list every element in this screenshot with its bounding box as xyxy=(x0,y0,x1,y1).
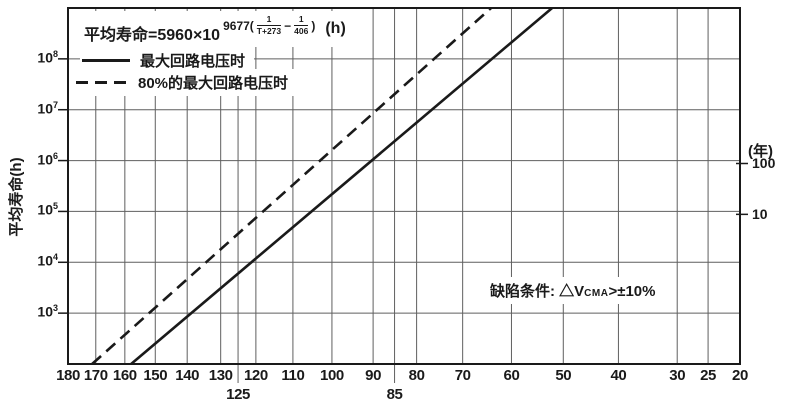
legend-label-80pct-voltage: 80%的最大回路电压时 xyxy=(138,75,289,92)
y-axis-title: 平均寿命(h) xyxy=(8,157,25,237)
formula-exponent: 9677( 1 T+273 − 1 406 ) xyxy=(223,14,316,36)
fraction-1-over-T-plus-273: 1 T+273 xyxy=(256,14,282,36)
plot-border xyxy=(67,7,741,365)
failure-criterion-note: 缺陷条件: △VCMA>±10% xyxy=(482,277,664,304)
series-line-max-voltage xyxy=(130,7,553,365)
dashed-line-sample xyxy=(76,81,132,84)
solid-line-sample xyxy=(82,59,130,62)
right-axis-title-years: (年) xyxy=(748,143,773,160)
series-line-80pct-voltage xyxy=(91,7,492,365)
formula-base: 平均寿命=5960×10 xyxy=(84,27,221,44)
legend-label-max-voltage: 最大回路电压时 xyxy=(140,53,246,70)
life-formula: 平均寿命=5960×10 9677( 1 T+273 − 1 406 ) (h) xyxy=(80,11,356,47)
fraction-1-over-406: 1 406 xyxy=(294,14,309,36)
legend-item-dashed: 80%的最大回路电压时 xyxy=(74,69,298,96)
formula-unit-hours: (h) xyxy=(325,20,346,37)
